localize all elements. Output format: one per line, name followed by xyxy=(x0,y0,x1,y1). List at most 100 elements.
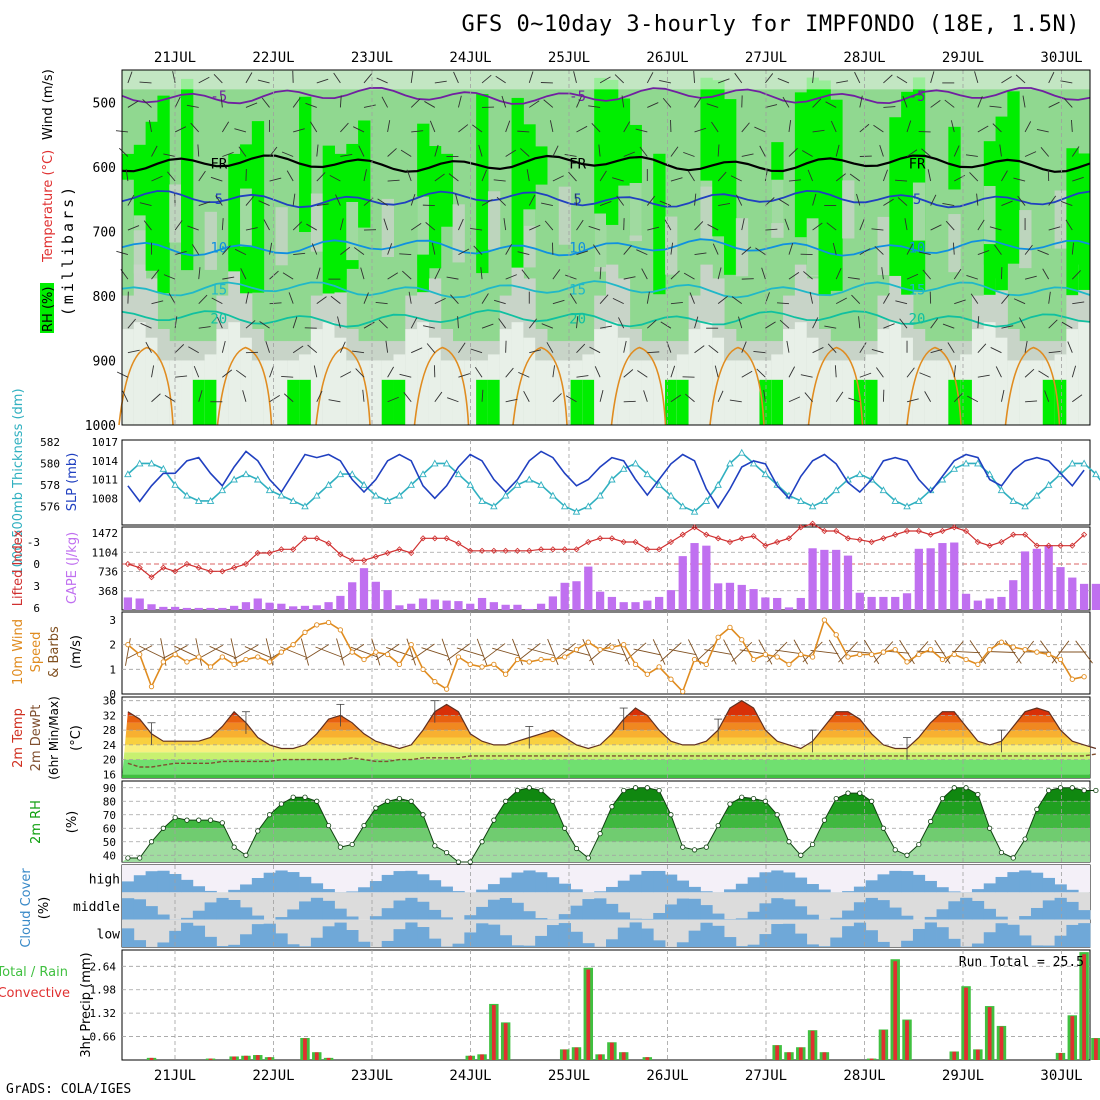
rh2m-point xyxy=(184,817,190,823)
upper-wind-barb xyxy=(337,316,341,329)
rh2m-point xyxy=(727,801,733,807)
precip-convective-bar xyxy=(491,1005,496,1060)
upper-wind-barb xyxy=(261,97,270,108)
lifted-index-point xyxy=(585,538,592,546)
cloud-cell xyxy=(240,907,253,920)
cloud-cell xyxy=(369,916,383,920)
rh2m-point xyxy=(420,812,426,818)
wind10-axis-label-1: 10m Wind xyxy=(11,619,26,685)
upper-wind-barb xyxy=(847,277,860,280)
cape-bar xyxy=(454,601,463,610)
upper-wind-barb xyxy=(1017,195,1026,206)
lifted-index-point xyxy=(915,527,922,535)
upper-wind-barb xyxy=(591,123,601,133)
cape-bar xyxy=(359,568,369,610)
rh2m-point xyxy=(455,859,462,865)
cloud-cell xyxy=(582,943,595,947)
temp-band xyxy=(122,774,1090,778)
lifted-index-point xyxy=(939,527,946,535)
upper-wind-barb xyxy=(759,145,766,157)
cloud-cell xyxy=(582,899,595,920)
precip-convective-bar xyxy=(267,1057,272,1060)
rh-cell-surface xyxy=(629,360,642,425)
upper-wind-barb xyxy=(646,72,654,84)
cape-bar xyxy=(371,581,380,610)
cape-bar xyxy=(147,604,156,610)
thickness-line-point xyxy=(431,459,439,467)
wind10-speed-line-point xyxy=(184,659,190,665)
cloud-axis-label: Cloud Cover xyxy=(19,868,34,948)
upper-wind-barb xyxy=(269,242,273,255)
upper-wind-barb xyxy=(363,292,369,304)
temp-tick: 16 xyxy=(103,768,116,781)
upper-wind-barb xyxy=(434,173,445,182)
rh-cell-saturated xyxy=(712,80,725,237)
rh2m-point xyxy=(762,798,768,804)
rh-cell-saturated xyxy=(617,98,631,186)
rh2m-point xyxy=(739,794,745,800)
upper-wind-barb xyxy=(807,169,814,182)
wind10-speed-line-point xyxy=(550,656,556,663)
precip-tick: 1.98 xyxy=(90,984,117,997)
cloud-cell xyxy=(240,934,253,947)
upper-wind-barb xyxy=(358,145,365,157)
cape-bar xyxy=(442,600,451,610)
wind10-speed-line-point xyxy=(904,659,910,665)
lifted-index-point xyxy=(325,540,332,547)
upper-wind-barb xyxy=(947,342,955,353)
isotherm-20-label: 20 xyxy=(909,312,926,328)
cloud-cell xyxy=(157,914,170,920)
upper-wind-barb xyxy=(1019,317,1026,329)
upper-wind-barb xyxy=(505,243,513,255)
precip-convective-bar xyxy=(775,1045,780,1060)
lifted-index-point xyxy=(278,546,285,553)
wind10-speed-line-point xyxy=(266,659,273,665)
cape-bar xyxy=(289,606,298,610)
upper-wind-barb xyxy=(470,348,483,354)
upper-wind-barb xyxy=(457,316,459,329)
pressure-tick: 700 xyxy=(93,225,116,240)
cloud-cell xyxy=(346,916,359,920)
isotherm-20 xyxy=(121,309,1091,328)
temp-tick: 28 xyxy=(103,724,116,737)
top-date-label: 26JUL xyxy=(646,50,688,66)
upper-wind-barb xyxy=(588,225,601,231)
rh-cell-mid-dry xyxy=(1019,210,1032,269)
upper-wind-barb xyxy=(434,297,446,305)
precip-convective-bar xyxy=(621,1052,626,1060)
upper-wind-barb xyxy=(305,102,317,108)
temp-band xyxy=(122,759,1090,775)
cape-bar xyxy=(832,549,841,610)
upper-wind-barb xyxy=(871,228,884,231)
bottom-date-label: 27JUL xyxy=(745,1068,787,1084)
rh-cell-mid-dry xyxy=(558,186,572,245)
cloud-cell xyxy=(133,940,147,947)
wind10-speed-line-point xyxy=(290,642,296,648)
upper-wind-barb xyxy=(245,291,249,304)
rh-cell-surface-wet xyxy=(299,379,312,425)
isotherm-minus5-label: -5 xyxy=(569,89,586,105)
wind10-barb xyxy=(1075,640,1093,664)
rh2m-point xyxy=(951,785,957,791)
wind10-speed-line-point xyxy=(857,651,863,658)
wind10-speed-line xyxy=(127,618,1085,693)
upper-wind-barb xyxy=(198,326,211,329)
cloud-cell xyxy=(511,872,524,893)
isotherm-freezing-label: FR xyxy=(909,157,926,173)
wind10-speed-line-point xyxy=(125,642,131,648)
thickness-line-point xyxy=(714,480,722,488)
cape-bar xyxy=(1056,567,1065,610)
rh2m-point xyxy=(148,839,155,845)
cloud-cell xyxy=(1030,872,1044,893)
rh2m-point xyxy=(821,817,827,823)
cloud-cell xyxy=(263,872,276,893)
upper-wind-barb xyxy=(788,243,794,255)
cloud-cell xyxy=(1030,945,1044,947)
cape-bar xyxy=(702,545,711,610)
top-date-label: 29JUL xyxy=(942,50,984,66)
upper-wind-barb xyxy=(859,95,863,108)
rh2m-point xyxy=(857,790,863,796)
upper-wind-barb xyxy=(174,126,187,133)
rh-cell-surface-wet xyxy=(1042,379,1056,425)
wind10-barb xyxy=(233,644,259,660)
